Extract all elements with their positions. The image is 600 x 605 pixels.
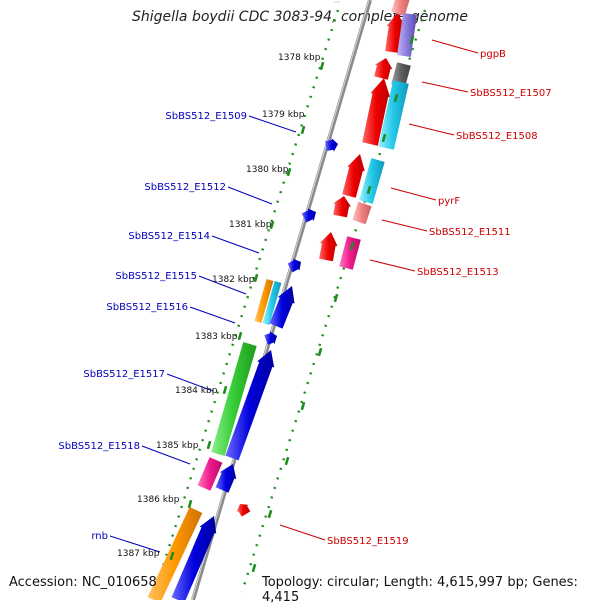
topology-label: Topology: — [262, 575, 323, 590]
leader-line-left — [189, 306, 236, 324]
gene-rnb-arrow[interactable] — [171, 516, 217, 600]
accession-label: Accession: — [9, 575, 78, 590]
gene-SbBS512_E1518-segment[interactable] — [197, 457, 223, 491]
gene-label-left[interactable]: SbBS512_E1514 — [128, 231, 210, 242]
gene-lavender-segment[interactable] — [397, 13, 417, 57]
tick-label: 1385 kbp — [156, 441, 199, 451]
inner-tick-6 — [222, 385, 228, 395]
inner-tick-9 — [169, 551, 175, 561]
tick-label: 1386 kbp — [137, 495, 180, 505]
gene-SbBS512_E1516-arrow[interactable] — [269, 286, 295, 329]
gene-label-right[interactable]: SbBS512_E1511 — [429, 227, 511, 238]
genes-label: Genes: — [532, 575, 578, 590]
inner-tick-4 — [253, 273, 259, 283]
leader-line-right — [421, 81, 469, 93]
gene-label-left[interactable]: rnb — [91, 531, 108, 542]
gene-SbBS512_E1514-arrow[interactable] — [287, 258, 301, 273]
leader-line-left — [109, 535, 161, 553]
leader-line-right — [408, 123, 455, 136]
diagram-title: Shigella boydii CDC 3083-94, complete ge… — [131, 9, 469, 25]
gene-SbBS512_E1512-arrow[interactable] — [301, 208, 316, 223]
gene-SbBS512_E1507-arrow[interactable] — [362, 78, 391, 146]
gene-label-left[interactable]: SbBS512_E1518 — [58, 441, 140, 452]
gene-SbBS512_E1517-green[interactable] — [211, 342, 257, 456]
tick-label: 1378 kbp — [278, 53, 321, 63]
inner-tick-7 — [206, 440, 212, 450]
leader-line-left — [166, 373, 214, 392]
gene-red-arrow-pyr[interactable] — [342, 154, 365, 198]
tick-label: 1381 kbp — [229, 220, 272, 230]
genome-info: Topology: circular; Length: 4,615,997 bp… — [262, 575, 578, 605]
gene-label-right[interactable]: SbBS512_E1513 — [417, 267, 499, 278]
outer-tick-9 — [267, 509, 273, 519]
leader-line-right — [279, 524, 326, 541]
inner-tick-5 — [237, 331, 243, 341]
gene-label-left[interactable]: SbBS512_E1512 — [144, 182, 226, 193]
gene-SbBS512_E1515-orange[interactable] — [254, 279, 274, 323]
gene-pink-segment[interactable] — [391, 0, 410, 16]
tick-label: 1380 kbp — [246, 165, 289, 175]
gene-label-left[interactable]: SbBS512_E1517 — [83, 369, 165, 380]
leader-line-left — [141, 445, 191, 465]
outer-tick-1 — [393, 93, 399, 103]
gene-label-right[interactable]: SbBS512_E1508 — [456, 131, 538, 142]
leader-line-right — [431, 39, 479, 54]
gene-SbBS512_E1519-arrow[interactable] — [236, 504, 251, 517]
gene-label-right[interactable]: pyrF — [438, 196, 460, 207]
inner-tick-8 — [187, 499, 193, 509]
leader-line-right — [381, 219, 428, 232]
leader-line-right — [369, 259, 416, 272]
gene-label-right[interactable]: SbBS512_E1507 — [470, 88, 552, 99]
leader-line-left — [248, 115, 297, 133]
outer-tick-3 — [366, 185, 372, 195]
outer-tick-4 — [349, 241, 355, 251]
inner-tick-0 — [319, 61, 325, 71]
gene-label-left[interactable]: SbBS512_E1509 — [165, 111, 247, 122]
gene-pyrF-segment[interactable] — [359, 158, 385, 204]
gene-red-arrow-2[interactable] — [374, 58, 393, 80]
gene-red-arrow-1513[interactable] — [319, 232, 338, 262]
gene-SbBS512_E1511-pink[interactable] — [352, 201, 372, 225]
length-label: Length: — [383, 575, 433, 590]
outer-tick-5 — [333, 293, 339, 303]
leader-line-left — [211, 235, 260, 254]
outer-tick-7 — [300, 401, 306, 411]
outer-tick-10 — [251, 563, 257, 573]
inner-tick-3 — [269, 220, 275, 230]
gene-label-right[interactable]: SbBS512_E1519 — [327, 536, 409, 547]
tick-label: 1379 kbp — [262, 110, 305, 120]
outer-tick-0 — [409, 35, 415, 45]
topology-value: circular — [326, 575, 376, 590]
outer-tick-6 — [317, 347, 323, 357]
leader-line-left — [227, 186, 273, 205]
gene-SbBS512_E1508-segment[interactable] — [378, 80, 409, 150]
length-value: 4,615,997 bp — [437, 575, 524, 590]
tick-label: 1382 kbp — [212, 275, 255, 285]
gene-rnb-orange[interactable] — [147, 507, 203, 600]
leader-line-left — [198, 275, 247, 295]
outer-tick-2 — [381, 133, 387, 143]
tick-label: 1387 kbp — [117, 549, 160, 559]
tick-label: 1383 kbp — [195, 332, 238, 342]
leader-line-right — [390, 187, 437, 201]
gene-small-blue-1383[interactable] — [264, 331, 277, 345]
gene-SbBS512_E1513-segment[interactable] — [339, 236, 361, 270]
genes-value: 4,415 — [262, 590, 300, 605]
gene-SbBS512_E1511-arrow[interactable] — [333, 196, 351, 218]
gene-label-right[interactable]: pgpB — [480, 49, 506, 60]
inner-tick-2 — [286, 167, 292, 177]
gene-SbBS512_E1518-arrow[interactable] — [215, 464, 237, 493]
accession-value: NC_010658 — [81, 575, 157, 590]
inner-tick-1 — [300, 125, 306, 135]
gene-label-left[interactable]: SbBS512_E1516 — [106, 302, 188, 313]
tick-label: 1384 kbp — [175, 386, 218, 396]
gene-SbBS512_E1515-cyan[interactable] — [262, 281, 282, 325]
gene-SbBS512_E1509-arrow[interactable] — [325, 138, 338, 152]
gene-label-left[interactable]: SbBS512_E1515 — [115, 271, 197, 282]
accession-info: Accession: NC_010658 — [9, 575, 157, 590]
outer-tick-8 — [284, 456, 290, 466]
gene-SbBS512_E1517-arrow[interactable] — [225, 350, 275, 461]
